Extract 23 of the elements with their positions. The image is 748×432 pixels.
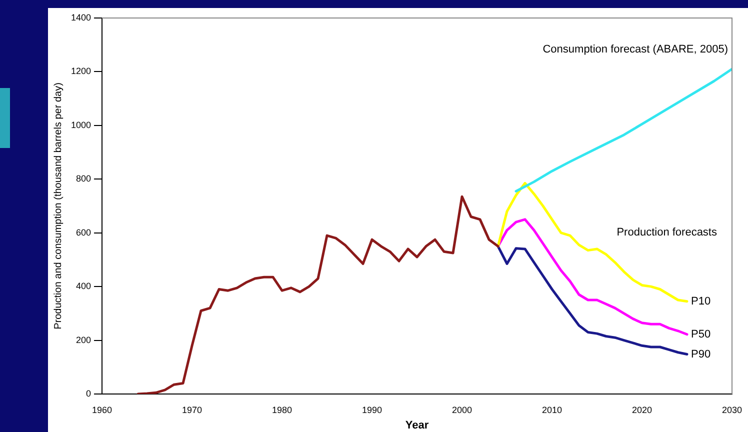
- x-tick-label: 1970: [182, 404, 202, 415]
- annotation: Production forecasts: [616, 226, 718, 238]
- x-tick-label: 1990: [362, 404, 382, 415]
- x-tick-label: 1960: [92, 404, 112, 415]
- y-tick-label: 1000: [70, 120, 92, 130]
- series-label: Consumption forecast (ABARE, 2005): [542, 44, 728, 56]
- series-label: P90: [691, 348, 711, 360]
- y-tick-label: 600: [76, 227, 92, 238]
- y-tick-label: 200: [76, 334, 92, 345]
- x-axis-title: Year: [405, 419, 430, 432]
- y-tick-label: 800: [76, 174, 92, 184]
- x-tick-label: 2010: [542, 404, 562, 415]
- x-tick-label: 2000: [452, 404, 472, 415]
- x-tick-label: 2030: [722, 404, 742, 415]
- y-tick-label: 400: [76, 281, 92, 292]
- series-label: P10: [691, 295, 711, 308]
- series-label: P50: [691, 328, 711, 340]
- y-tick-label: 1200: [70, 66, 92, 76]
- y-axis-title: Production and consumption (thousand barrels per day): [52, 82, 64, 330]
- x-tick-label: 2020: [632, 404, 652, 415]
- x-tick-label: 1980: [272, 404, 292, 415]
- y-tick-label: 0: [86, 388, 92, 398]
- y-tick-label: 1400: [70, 12, 92, 22]
